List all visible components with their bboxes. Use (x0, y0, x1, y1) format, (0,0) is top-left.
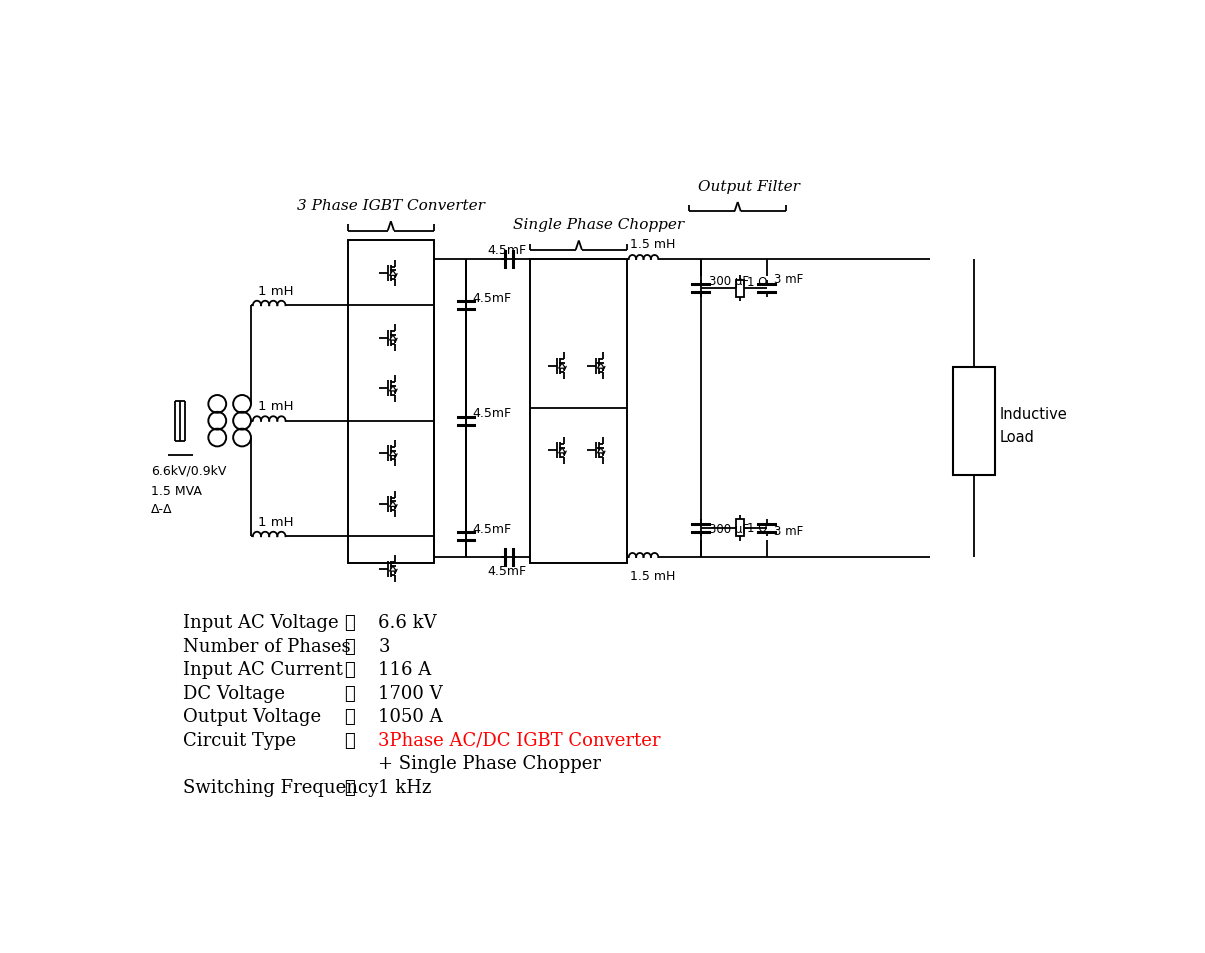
Text: + Single Phase Chopper: + Single Phase Chopper (378, 755, 601, 772)
Text: 1050 A: 1050 A (378, 707, 443, 725)
Text: 1700 V: 1700 V (378, 684, 443, 702)
Text: Output Filter: Output Filter (699, 179, 800, 193)
Bar (953, 368, 995, 476)
Text: 1 kHz: 1 kHz (378, 778, 431, 796)
Text: 6.6 kV: 6.6 kV (378, 614, 437, 632)
Polygon shape (389, 502, 396, 507)
Text: 4.5mF: 4.5mF (472, 292, 511, 304)
Text: ：: ： (345, 637, 355, 655)
Text: Inductive: Inductive (999, 406, 1066, 421)
Text: 116 A: 116 A (378, 660, 431, 679)
Text: ：: ： (345, 660, 355, 679)
Text: ：: ： (345, 707, 355, 725)
Text: Switching Frequency: Switching Frequency (183, 778, 378, 796)
Text: 4.5mF: 4.5mF (472, 407, 511, 419)
Text: Single Phase Chopper: Single Phase Chopper (512, 218, 683, 232)
Polygon shape (389, 566, 396, 572)
Text: ：: ： (345, 731, 355, 749)
Text: 3 mF: 3 mF (775, 524, 804, 537)
Polygon shape (389, 271, 396, 276)
Text: 1.5 MVA: 1.5 MVA (151, 484, 201, 497)
Text: Circuit Type: Circuit Type (183, 731, 296, 749)
Text: Input AC Voltage: Input AC Voltage (183, 614, 339, 632)
Text: 1 mH: 1 mH (258, 516, 293, 528)
Polygon shape (559, 448, 565, 454)
Bar (736, 519, 743, 537)
Text: 1.5 mH: 1.5 mH (630, 238, 676, 252)
Text: Number of Phases: Number of Phases (183, 637, 351, 655)
Text: Δ-Δ: Δ-Δ (151, 503, 172, 516)
Text: 4.5mF: 4.5mF (472, 522, 511, 535)
Text: 1 Ω: 1 Ω (747, 521, 768, 535)
Bar (736, 280, 743, 297)
Text: 4.5mF: 4.5mF (487, 564, 527, 578)
Polygon shape (598, 364, 604, 369)
Text: ：: ： (345, 684, 355, 702)
Polygon shape (389, 335, 396, 341)
Text: 4.5mF: 4.5mF (487, 244, 527, 256)
Polygon shape (598, 448, 604, 454)
Bar (530, 260, 628, 563)
Text: Load: Load (999, 429, 1034, 444)
Text: 1.5 mH: 1.5 mH (630, 569, 676, 582)
Text: Output Voltage: Output Voltage (183, 707, 322, 725)
Text: 3 Phase IGBT Converter: 3 Phase IGBT Converter (296, 199, 484, 213)
Text: 1 mH: 1 mH (258, 399, 293, 413)
Text: 300 μF: 300 μF (709, 523, 748, 536)
Text: ：: ： (345, 778, 355, 796)
Text: Input AC Current: Input AC Current (183, 660, 343, 679)
Polygon shape (389, 451, 396, 456)
Polygon shape (389, 386, 396, 392)
Text: 1 Ω: 1 Ω (747, 276, 768, 289)
Text: 300 μF: 300 μF (709, 274, 748, 288)
Text: 6.6kV/0.9kV: 6.6kV/0.9kV (151, 464, 227, 477)
Text: 3 mF: 3 mF (775, 273, 804, 286)
Text: 1 mH: 1 mH (258, 284, 293, 297)
Text: ：: ： (345, 614, 355, 632)
Text: 3Phase AC/DC IGBT Converter: 3Phase AC/DC IGBT Converter (378, 731, 662, 749)
Bar (348, 240, 434, 563)
Text: DC Voltage: DC Voltage (183, 684, 286, 702)
Polygon shape (559, 364, 565, 369)
Text: 3: 3 (378, 637, 390, 655)
